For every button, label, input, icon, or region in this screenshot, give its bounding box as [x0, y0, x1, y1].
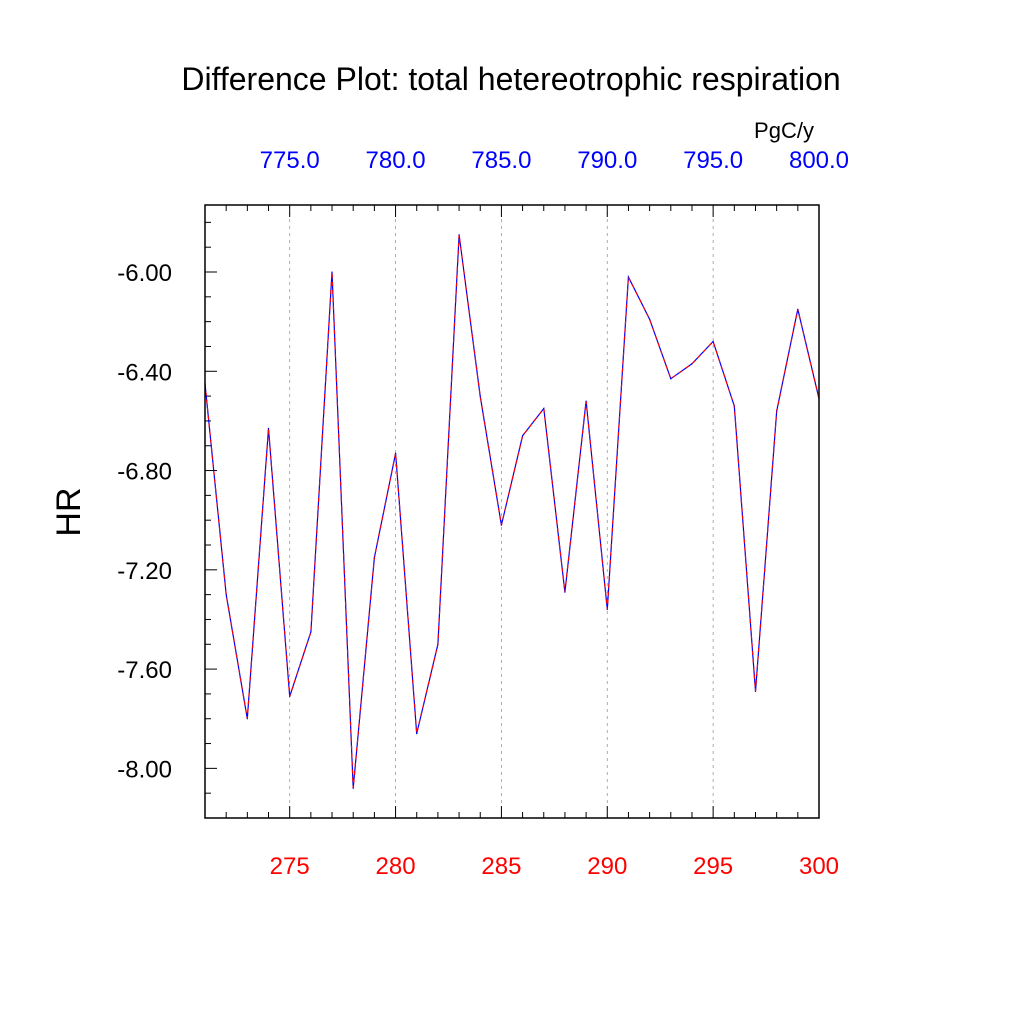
- data-point: [627, 276, 630, 278]
- data-point: [267, 427, 270, 429]
- data-point: [437, 643, 439, 645]
- tick-marks: [204, 205, 820, 819]
- data-point: [691, 363, 693, 365]
- units-label: PgC/y: [754, 118, 814, 143]
- y-tick-label: -6.80: [117, 459, 172, 486]
- data-point: [394, 452, 397, 454]
- gridlines: [289, 205, 714, 818]
- y-axis-label: HR: [50, 487, 88, 536]
- data-point: [776, 410, 778, 412]
- x-tick-label-top: 780.0: [366, 147, 426, 174]
- data-point: [733, 405, 735, 407]
- data-point: [331, 271, 333, 273]
- x-tick-label-top: 790.0: [577, 147, 637, 174]
- x-tick-label-bottom: 280: [376, 853, 416, 880]
- x-tick-label-bottom: 275: [270, 853, 310, 880]
- y-tick-label: -6.00: [117, 260, 172, 287]
- data-point: [564, 591, 566, 593]
- series-line: [204, 234, 820, 789]
- data-point: [649, 318, 651, 320]
- data-point: [543, 407, 545, 410]
- x-tick-label-bottom: 300: [799, 853, 839, 880]
- x-tick-label-bottom: 285: [481, 853, 521, 880]
- x-tick-label-bottom: 290: [587, 853, 627, 880]
- data-point: [310, 631, 312, 633]
- data-point: [521, 435, 524, 437]
- data-point: [416, 733, 418, 735]
- data-point: [754, 690, 757, 693]
- y-tick-label: -6.40: [117, 359, 172, 386]
- data-point: [352, 787, 354, 789]
- x-tick-label-top: 795.0: [683, 147, 743, 174]
- y-tick-label: -7.60: [117, 657, 172, 684]
- data-point: [479, 395, 481, 397]
- chart-title: Difference Plot: total hetereotrophic re…: [181, 61, 840, 97]
- tick-labels: 275 280 285 290 295 300 775.0 780.0 785.0 790.0 79…: [117, 147, 849, 880]
- data-point: [712, 340, 714, 343]
- x-tick-label-top: 800.0: [789, 147, 849, 174]
- series-line-dashed: [204, 234, 820, 789]
- plot-frame: [204, 204, 820, 819]
- data-point: [500, 524, 503, 526]
- data-point: [670, 378, 672, 380]
- data-point: [797, 308, 799, 310]
- x-tick-label-top: 775.0: [260, 147, 320, 174]
- y-tick-label: -8.00: [117, 756, 172, 783]
- x-tick-label-top: 785.0: [471, 147, 531, 174]
- data-point: [289, 695, 291, 697]
- x-tick-label-bottom: 295: [693, 853, 733, 880]
- data-point: [373, 556, 375, 559]
- data-point: [458, 234, 460, 236]
- data-point: [246, 718, 248, 720]
- data-point: [585, 400, 587, 402]
- data-point: [606, 608, 608, 611]
- data-point: [225, 594, 227, 596]
- y-tick-label: -7.20: [117, 558, 172, 585]
- series-layer: [204, 234, 820, 789]
